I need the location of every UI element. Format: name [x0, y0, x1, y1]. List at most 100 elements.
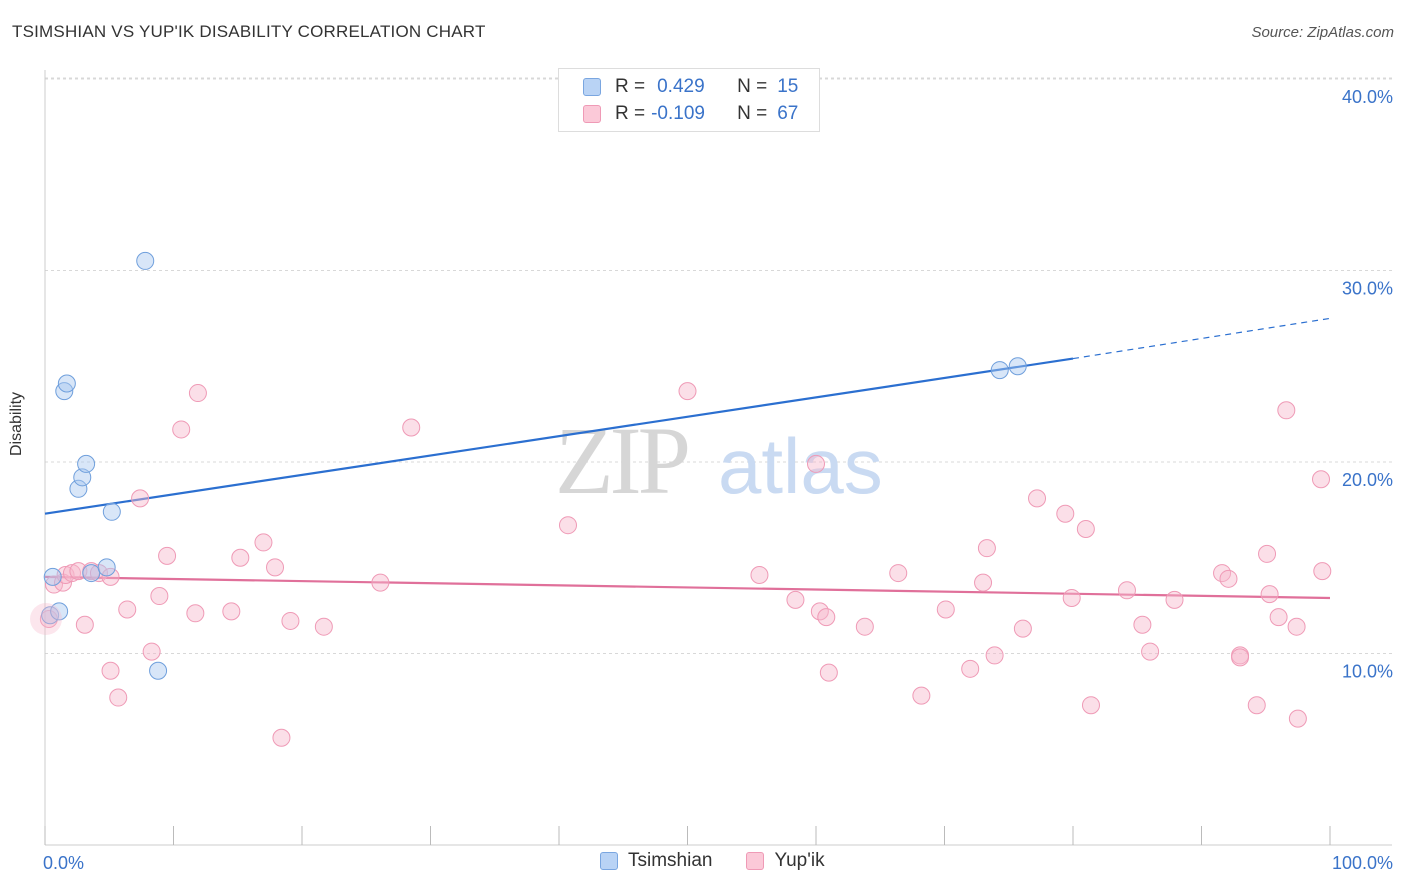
- yupik-point: [402, 418, 421, 437]
- yupik-point: [786, 590, 805, 609]
- yupik-point: [254, 533, 273, 552]
- yupik-point: [1288, 709, 1307, 728]
- yupik-point: [172, 420, 191, 439]
- yupik-point: [272, 728, 291, 747]
- yupik-point: [1028, 489, 1047, 508]
- grid: [45, 77, 1392, 654]
- yupik-point: [44, 575, 63, 594]
- yupik-point: [150, 587, 169, 606]
- tsimshian-swatch: [583, 78, 601, 96]
- tsimshian-legend-swatch: [600, 852, 618, 870]
- yupik-point: [109, 688, 128, 707]
- yupik-point: [1062, 588, 1081, 607]
- tsimshian-trend-line: [44, 357, 1074, 515]
- tsimshian-point: [1008, 357, 1027, 376]
- yupik-point: [281, 611, 300, 630]
- yupik-point: [1260, 585, 1279, 604]
- n-label: N =: [737, 103, 768, 124]
- x-tick-label: 0.0%: [43, 853, 84, 873]
- tsimshian-point: [69, 479, 88, 498]
- yupik-point: [75, 615, 94, 634]
- tsimshian-trend-extension: [1072, 317, 1331, 360]
- yupik-point: [30, 603, 62, 636]
- tsimshian-point: [149, 661, 168, 680]
- yupik-point: [188, 384, 207, 403]
- yupik-point: [101, 661, 120, 680]
- yupik-point: [314, 617, 333, 636]
- yupik-trend-line: [44, 575, 1331, 600]
- yupik-point: [1013, 619, 1032, 638]
- yupik-point: [1313, 562, 1332, 581]
- n-value: 67: [777, 103, 799, 124]
- yupik-point: [1219, 569, 1238, 588]
- tsimshian-point: [97, 558, 116, 577]
- yupik-point: [118, 600, 137, 619]
- yupik-point: [1056, 504, 1075, 523]
- yupik-point: [158, 546, 177, 565]
- yupik-point: [974, 573, 993, 592]
- legend-row-yupik: R = -0.109 N = 67: [583, 101, 798, 127]
- yupik-point: [1277, 401, 1296, 420]
- yupik-point: [558, 516, 577, 535]
- tsimshian-point: [57, 374, 76, 393]
- yupik-swatch: [583, 105, 601, 123]
- yupik-point: [1258, 544, 1277, 563]
- yupik-point: [912, 686, 931, 705]
- yupik-point: [1165, 590, 1184, 609]
- legend-row-tsimshian: R = 0.429 N = 15: [583, 74, 798, 100]
- yupik-point: [1133, 615, 1152, 634]
- yupik-point: [985, 646, 1004, 665]
- yupik-point: [1231, 648, 1250, 667]
- tsimshian-point: [77, 454, 96, 473]
- yupik-point: [977, 539, 996, 558]
- yupik-point: [131, 489, 150, 508]
- yupik-point: [1117, 581, 1136, 600]
- yupik-point: [101, 567, 120, 586]
- yupik-point: [266, 558, 285, 577]
- yupik-point: [1076, 520, 1095, 539]
- yupik-point: [231, 548, 250, 567]
- yupik-point: [186, 604, 205, 623]
- data-points: [30, 251, 1332, 747]
- y-tick-label: 30.0%: [1342, 279, 1393, 299]
- tsimshian-point: [990, 361, 1009, 380]
- yupik-point: [855, 617, 874, 636]
- r-label: R =: [615, 76, 646, 97]
- x-tick-label: 100.0%: [1332, 853, 1393, 873]
- chart-title: TSIMSHIAN VS YUP'IK DISABILITY CORRELATI…: [12, 22, 486, 41]
- source-label: Source: ZipAtlas.com: [1251, 24, 1394, 41]
- yupik-point: [222, 602, 241, 621]
- yupik-point: [371, 573, 390, 592]
- tsimshian-point: [73, 468, 92, 487]
- tsimshian-point: [136, 251, 155, 270]
- axes: [44, 70, 1392, 846]
- yupik-point: [817, 608, 836, 627]
- yupik-point: [1312, 470, 1331, 489]
- yupik-point: [678, 382, 697, 401]
- yupik-point: [1141, 642, 1160, 661]
- watermark: ZIP atlas: [555, 407, 883, 514]
- tsimshian-point: [43, 567, 62, 586]
- yupik-point: [1269, 608, 1288, 627]
- n-value: 15: [777, 76, 799, 97]
- yupik-point: [819, 663, 838, 682]
- r-value: 0.429: [657, 76, 705, 97]
- y-tick-label: 20.0%: [1342, 470, 1393, 490]
- yupik-point: [750, 565, 769, 584]
- y-axis-label: Disability: [8, 391, 25, 456]
- r-value: -0.109: [651, 103, 705, 124]
- stats-legend: R = 0.429 N = 15 R = -0.109 N = 67: [558, 68, 820, 132]
- yupik-point: [62, 564, 81, 583]
- watermark-zip: ZIP: [555, 407, 688, 514]
- tsimshian-point: [82, 564, 101, 583]
- yupik-point: [889, 564, 908, 583]
- yupik-point: [961, 659, 980, 678]
- tick-labels: 10.0% 20.0% 30.0% 40.0% 0.0% 100.0%: [43, 87, 1393, 873]
- yupik-point: [1247, 696, 1266, 715]
- yupik-point: [1287, 617, 1306, 636]
- yupik-point: [1081, 696, 1100, 715]
- tsimshian-point: [50, 602, 69, 621]
- yupik-point: [142, 642, 161, 661]
- yupik-legend-swatch: [746, 852, 765, 870]
